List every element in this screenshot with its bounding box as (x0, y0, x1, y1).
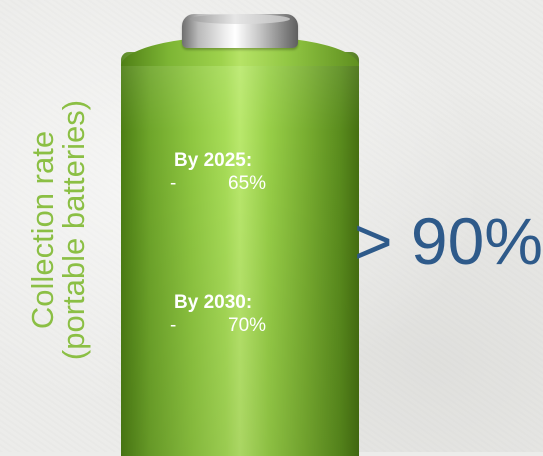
target-value: 70% (228, 315, 267, 336)
target-2025: By 2025: - 65% (170, 150, 266, 195)
goal-percentage: > 90% (354, 204, 543, 278)
target-value-row: - 70% (170, 315, 266, 337)
bullet-dash: - (170, 315, 177, 336)
target-2030: By 2030: - 70% (170, 292, 266, 337)
battery-cap-top (190, 14, 290, 24)
target-value: 65% (228, 173, 267, 194)
target-year-label: By 2025: (174, 150, 253, 171)
target-value-row: - 65% (170, 173, 266, 195)
target-year-label: By 2030: (174, 292, 253, 313)
battery-body (121, 52, 359, 456)
bullet-dash: - (170, 173, 177, 194)
